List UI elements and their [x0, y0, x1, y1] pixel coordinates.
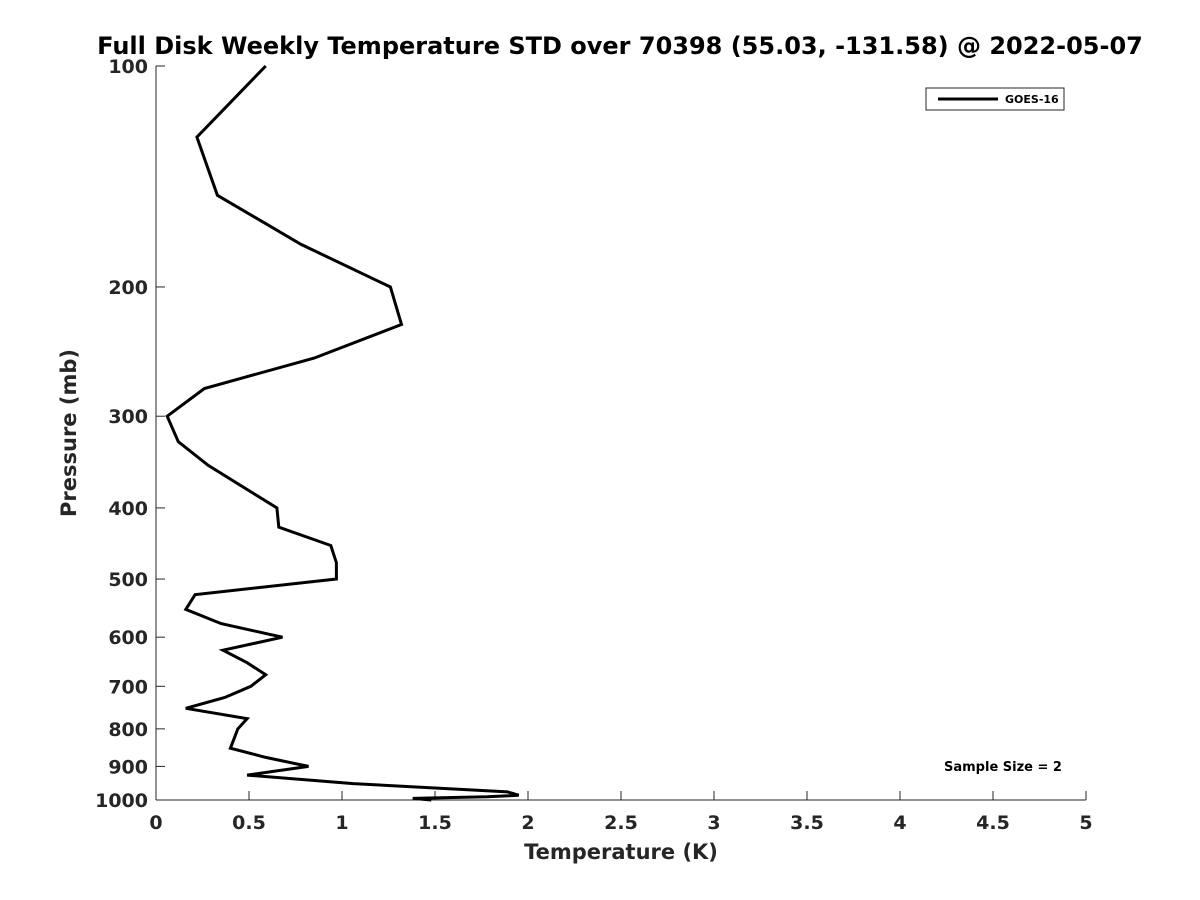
x-tick-label: 1.5 [418, 812, 452, 834]
x-tick-label: 5 [1079, 812, 1092, 834]
y-ticks: 100 200 300 400 500 600 700 800 900 1000 [95, 56, 165, 812]
y-tick-label: 500 [108, 569, 148, 591]
legend: GOES-16 [925, 87, 1065, 111]
x-tick-label: 4 [893, 812, 906, 834]
y-tick-label: 100 [108, 56, 148, 78]
legend-label: GOES-16 [1005, 93, 1059, 106]
x-tick-label: 2.5 [604, 812, 638, 834]
x-tick-label: 3 [707, 812, 720, 834]
y-tick-label: 1000 [95, 790, 148, 812]
y-tick-label: 300 [108, 406, 148, 428]
x-tick-label: 4.5 [976, 812, 1010, 834]
x-tick-label: 0.5 [232, 812, 266, 834]
x-tick-label: 3.5 [790, 812, 824, 834]
y-tick-label: 600 [108, 627, 148, 649]
series-line-goes-16 [165, 64, 520, 802]
series-layer [165, 64, 520, 802]
chart-title: Full Disk Weekly Temperature STD over 70… [97, 32, 1143, 60]
y-tick-label: 400 [108, 498, 148, 520]
y-tick-label: 900 [108, 756, 148, 778]
y-tick-label: 200 [108, 277, 148, 299]
y-axis-label: Pressure (mb) [57, 349, 81, 517]
x-tick-label: 0 [149, 812, 162, 834]
x-ticks: 0 0.5 1 1.5 2 2.5 3 3.5 4 4.5 5 [149, 791, 1093, 834]
y-tick-label: 800 [108, 719, 148, 741]
y-tick-label: 700 [108, 676, 148, 698]
x-tick-label: 1 [335, 812, 348, 834]
x-axis-label: Temperature (K) [524, 840, 718, 864]
x-tick-label: 2 [521, 812, 534, 834]
sample-size-annotation: Sample Size = 2 [944, 760, 1062, 775]
